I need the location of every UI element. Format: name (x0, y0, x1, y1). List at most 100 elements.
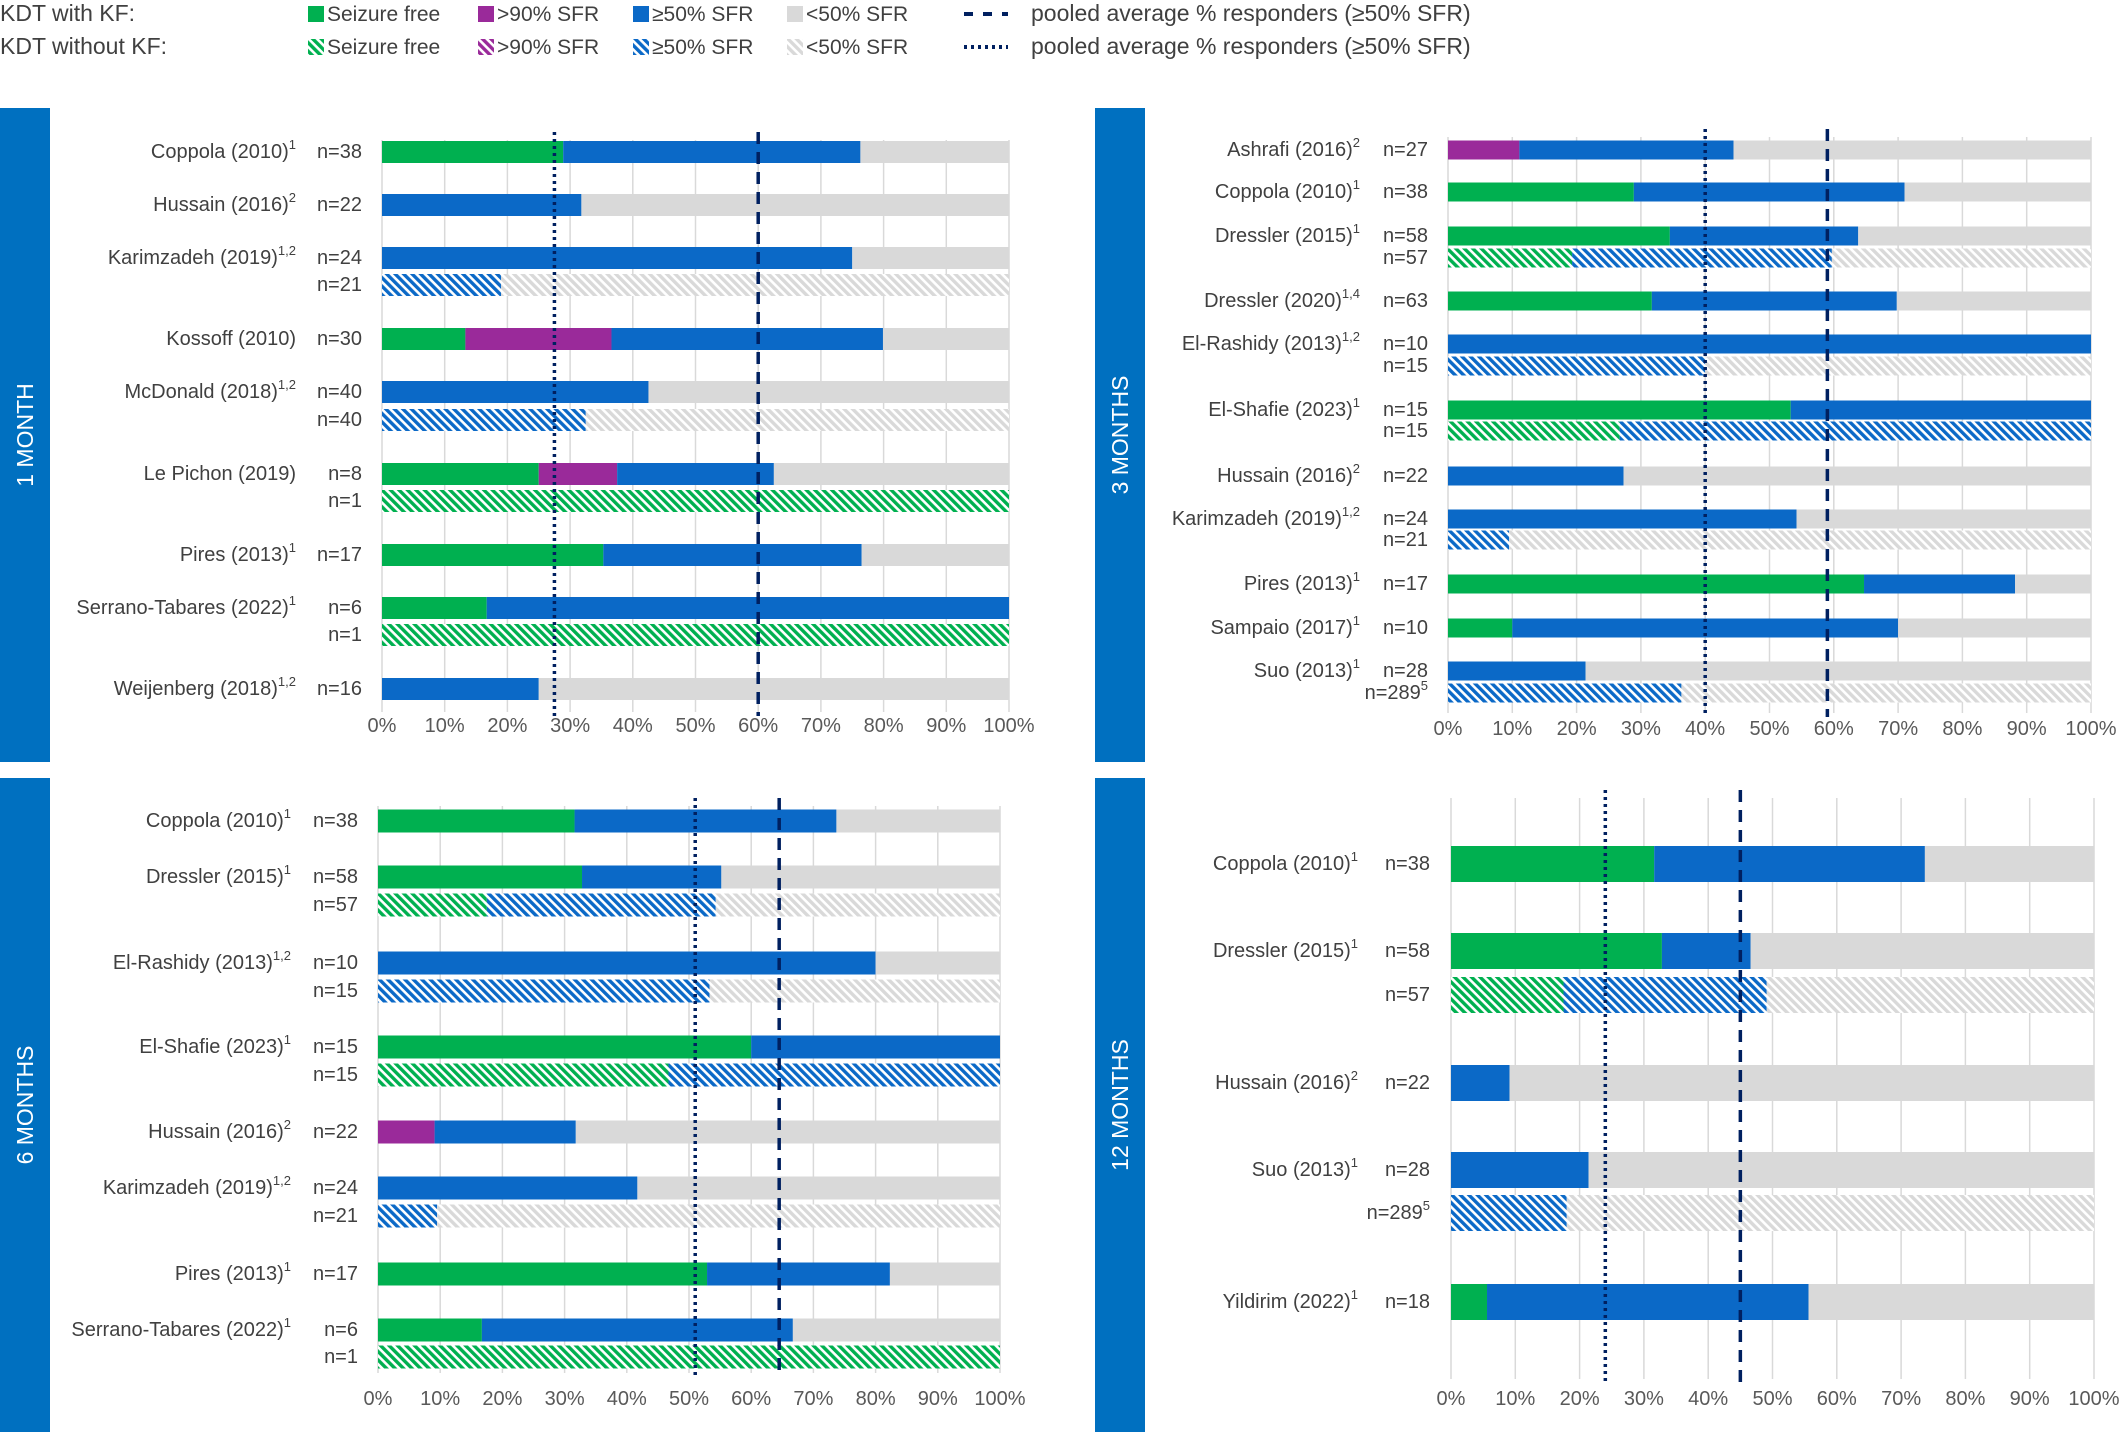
study-superscript: 1 (284, 862, 291, 877)
study-superscript: 1,2 (278, 243, 296, 258)
bar-segment-lt50 (715, 893, 1000, 917)
study-name: Kossoff (2010) (166, 328, 296, 350)
sample-size-label: n=2895 (1365, 678, 1428, 704)
study-superscript: 1 (1353, 569, 1360, 584)
bar-segment-seizure_free (382, 141, 564, 163)
bar-segment-seizure_free (1448, 182, 1634, 202)
study-superscript: 1 (289, 137, 296, 152)
bar-segment-ge50 (382, 409, 586, 431)
study-name: El-Shafie (2023)1 (139, 1032, 291, 1058)
study-name: El-Rashidy (2013)1,2 (1182, 329, 1360, 355)
bar-segment-seizure_free (378, 809, 575, 833)
x-tick-label: 50% (675, 715, 715, 737)
x-tick-label: 10% (425, 715, 465, 737)
bar-segment-lt50 (1705, 356, 2091, 376)
study-name: Yildirim (2022)1 (1223, 1287, 1358, 1313)
x-tick-label: 80% (1942, 718, 1982, 740)
x-tick-label: 0% (1434, 718, 1463, 740)
bar-segment-lt50 (2015, 574, 2091, 594)
study-superscript: 1 (284, 1315, 291, 1330)
study-superscript: 1 (1353, 613, 1360, 628)
sample-size-label: n=15 (1383, 355, 1428, 377)
legend-label-gt90: >90% SFR (497, 36, 599, 59)
study-superscript: 1 (289, 540, 296, 555)
bar-segment-ge50 (1448, 661, 1586, 681)
study-name: Suo (2013)1 (1252, 1155, 1358, 1181)
bar-segment-ge50 (611, 328, 883, 350)
bar-segment-seizure_free (382, 490, 1009, 512)
sample-size-label: n=38 (317, 141, 362, 163)
bar-segment-ge50 (1563, 977, 1767, 1013)
sample-size-label: n=16 (317, 678, 362, 700)
bar-segment-lt50 (792, 1318, 1000, 1342)
panel-label: 1 MONTH (12, 383, 38, 487)
bar-segment-ge50 (1864, 574, 2016, 594)
x-tick-label: 10% (1492, 718, 1532, 740)
x-tick-label: 50% (1749, 718, 1789, 740)
bar-segment-lt50 (1766, 977, 2094, 1013)
sample-size-label: n=22 (1383, 465, 1428, 487)
x-tick-label: 30% (1624, 1388, 1664, 1410)
study-name: Hussain (2016)2 (1217, 461, 1360, 487)
bar-segment-ge50 (1451, 1065, 1510, 1101)
bar-segment-ge50 (1448, 356, 1706, 376)
x-tick-label: 60% (1814, 718, 1854, 740)
legend-label-lt50: <50% SFR (806, 3, 908, 26)
bar-segment-lt50 (1750, 933, 2094, 969)
bar-segment-ge50 (434, 1120, 576, 1144)
study-superscript: 1 (1353, 395, 1360, 410)
legend-swatch-ge50 (633, 39, 649, 55)
legend-line-label: pooled average % responders (≥50% SFR) (1031, 33, 1471, 59)
panel-label: 6 MONTHS (12, 1046, 38, 1165)
bar-segment-ge50 (751, 1035, 1000, 1059)
study-superscript: 2 (289, 190, 296, 205)
x-tick-label: 0% (364, 1388, 393, 1410)
study-name: Dressler (2015)1 (1213, 936, 1358, 962)
x-tick-label: 30% (550, 715, 590, 737)
x-tick-label: 90% (2010, 1388, 2050, 1410)
panel-band (1095, 778, 1145, 1432)
sample-size-label: n=18 (1385, 1291, 1430, 1313)
sample-size-label: n=24 (1383, 508, 1428, 530)
study-name: Serrano-Tabares (2022)1 (76, 593, 296, 619)
sample-size-label: n=15 (1383, 399, 1428, 421)
bar-segment-lt50 (1585, 661, 2091, 681)
bar-segment-ge50 (1790, 400, 2091, 420)
x-tick-label: 60% (731, 1388, 771, 1410)
sample-size-label: n=38 (1383, 181, 1428, 203)
sample-size-label: n=40 (317, 409, 362, 431)
bar-segment-ge50 (1448, 683, 1682, 703)
x-tick-label: 50% (669, 1388, 709, 1410)
panel-6-months: 6 MONTHS 0% 10% 20% 30% 40% 50% 60% 70% 80% 90% 100… (0, 778, 1026, 1432)
sample-size-label: n=17 (313, 1263, 358, 1285)
study-superscript: 1 (284, 1259, 291, 1274)
x-tick-label: 40% (613, 715, 653, 737)
sample-size-label: n=38 (1385, 853, 1430, 875)
bar-segment-ge50 (574, 809, 837, 833)
legend-swatch-gt90 (478, 39, 494, 55)
study-name: Hussain (2016)2 (148, 1117, 291, 1143)
bar-segment-seizure_free (382, 328, 466, 350)
study-name: Hussain (2016)2 (1215, 1068, 1358, 1094)
x-tick-label: 100% (983, 715, 1034, 737)
study-name: Suo (2013)1 (1254, 656, 1360, 682)
bar-segment-lt50 (721, 865, 1000, 889)
x-tick-label: 40% (1685, 718, 1725, 740)
x-tick-label: 40% (1688, 1388, 1728, 1410)
bar-segment-ge50 (382, 381, 649, 403)
bar-segment-ge50 (1448, 509, 1797, 529)
panel-band (1095, 108, 1145, 762)
legend-label-gt90: >90% SFR (497, 3, 599, 26)
bar-segment-ge50 (382, 247, 853, 269)
study-superscript: 1,2 (1342, 504, 1360, 519)
bar-segment-ge50 (1654, 846, 1925, 882)
bar-segment-lt50 (860, 141, 1009, 163)
sample-size-label: n=15 (313, 1064, 358, 1086)
legend-row-label: KDT without KF: (0, 33, 167, 59)
bar-segment-lt50 (836, 809, 1000, 833)
bar-segment-lt50 (1623, 466, 2091, 486)
sample-size-label: n=6 (324, 1319, 358, 1341)
sample-size-label: n=58 (1383, 225, 1428, 247)
study-name: Weijenberg (2018)1,2 (114, 674, 296, 700)
